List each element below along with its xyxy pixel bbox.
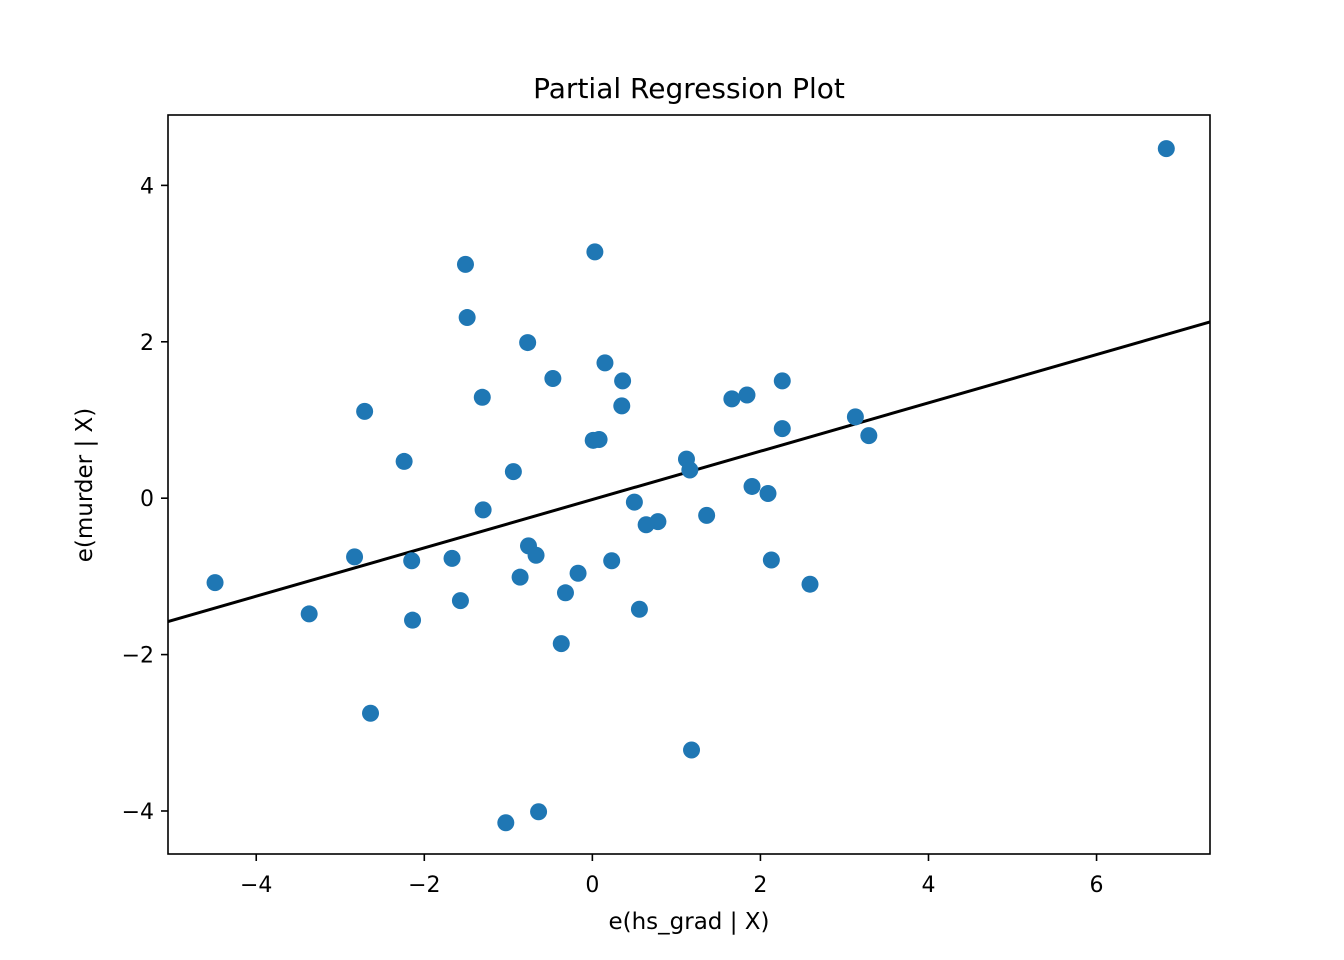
data-point: [556, 584, 574, 602]
data-point: [698, 506, 716, 524]
data-point: [773, 372, 791, 390]
data-point: [356, 402, 374, 420]
x-tick-label: −4: [240, 873, 272, 898]
data-point: [473, 388, 491, 406]
plot-frame: [167, 114, 1211, 855]
y-axis: −4 −2 0 2 4: [122, 174, 168, 825]
data-point: [504, 463, 522, 481]
data-point: [300, 605, 318, 623]
data-point: [846, 408, 864, 426]
data-point: [527, 546, 545, 564]
data-point: [596, 354, 614, 372]
x-tick-label: 2: [753, 873, 767, 898]
data-point: [630, 600, 648, 618]
data-point: [206, 574, 224, 592]
data-point: [801, 575, 819, 593]
plot-area: [168, 140, 1210, 832]
data-point: [403, 552, 421, 570]
x-axis-label: e(hs_grad | X): [608, 909, 769, 935]
data-point: [584, 431, 602, 449]
data-point: [860, 427, 878, 445]
data-point: [552, 635, 570, 653]
data-point: [458, 309, 476, 327]
data-point: [743, 477, 761, 495]
data-point: [614, 372, 632, 390]
x-axis: −4 −2 0 2 4 6: [240, 854, 1104, 898]
data-point: [544, 370, 562, 388]
data-point: [681, 461, 699, 479]
data-point: [530, 803, 548, 821]
y-tick-label: −4: [122, 800, 154, 825]
data-point: [346, 548, 364, 566]
data-point: [456, 255, 474, 273]
data-point: [451, 592, 469, 610]
y-tick-label: 4: [140, 174, 154, 199]
data-point: [443, 549, 461, 567]
x-tick-label: −2: [408, 873, 440, 898]
x-tick-label: 4: [921, 873, 935, 898]
x-tick-label: 6: [1090, 873, 1104, 898]
x-tick-label: 0: [585, 873, 599, 898]
data-point: [637, 516, 655, 534]
y-axis-label: e(murder | X): [72, 408, 98, 562]
data-point: [723, 390, 741, 408]
data-point: [625, 493, 643, 511]
data-point: [497, 814, 515, 832]
data-point: [613, 397, 631, 415]
data-point: [762, 551, 780, 569]
y-tick-label: 2: [140, 331, 154, 356]
data-point: [395, 452, 413, 470]
data-point: [474, 501, 492, 519]
data-point: [404, 611, 422, 629]
data-point: [586, 243, 604, 261]
data-point: [1157, 140, 1175, 158]
data-point: [519, 334, 537, 352]
data-point: [738, 386, 756, 404]
data-point: [603, 552, 621, 570]
chart-title: Partial Regression Plot: [533, 72, 845, 105]
y-tick-label: −2: [122, 644, 154, 669]
y-tick-label: 0: [140, 487, 154, 512]
data-point: [683, 741, 701, 759]
data-point: [362, 704, 380, 722]
data-point: [569, 564, 587, 582]
data-point: [511, 568, 529, 586]
data-point: [759, 484, 777, 502]
data-point: [773, 420, 791, 438]
